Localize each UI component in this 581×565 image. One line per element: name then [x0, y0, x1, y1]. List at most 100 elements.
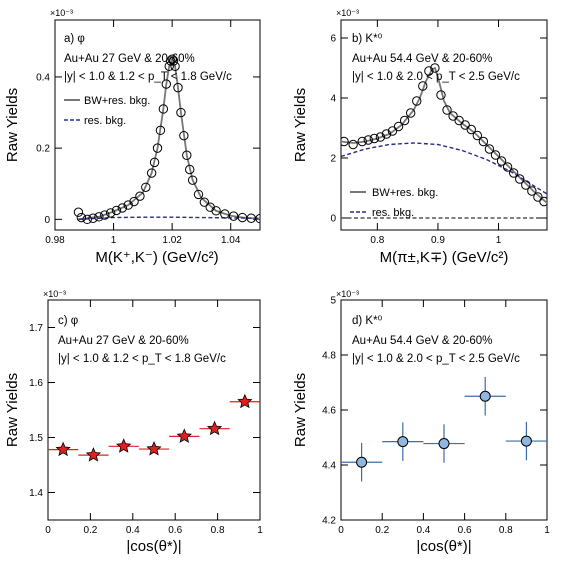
data-point — [527, 186, 537, 196]
data-point — [375, 132, 386, 142]
data-point — [341, 136, 349, 147]
x-tick-label: 1 — [257, 525, 263, 536]
x-tick-label: 0.6 — [458, 525, 472, 536]
panel-a-legend-bkg-label: res. bkg. — [84, 115, 126, 127]
y-tick-label: 0 — [44, 215, 50, 226]
data-point — [76, 212, 87, 223]
data-point — [88, 213, 98, 223]
res-bkg-curve — [78, 216, 260, 221]
data-point — [117, 203, 128, 213]
data-point — [466, 124, 476, 135]
data-point — [381, 129, 392, 139]
data-point — [185, 164, 195, 175]
panel-plot-area — [48, 393, 260, 462]
data-point — [438, 438, 450, 450]
data-point — [199, 197, 210, 207]
panel-b-frame — [340, 19, 548, 231]
bw-fit-curve — [341, 66, 547, 204]
y-tick-label: 1.4 — [29, 488, 43, 499]
data-point — [220, 209, 230, 219]
data-point — [357, 136, 367, 147]
data-point — [502, 162, 513, 172]
data-point — [141, 182, 151, 192]
data-point — [424, 66, 434, 76]
y-tick-label: 0.4 — [36, 72, 50, 83]
data-point — [228, 211, 239, 221]
panel-b-axes: 0.8 0.9 1 0 2 4 6 — [330, 20, 547, 246]
panel-d: 0 0.2 0.4 0.6 0.8 1 4.2 4.4 4.6 4.8 5 ×10⁻³ d) K*⁰… — [292, 289, 550, 555]
data-point — [356, 456, 368, 468]
x-tick-label: 1 — [544, 525, 550, 536]
panel-d-y-title: Raw Yields — [292, 373, 309, 447]
data-point — [412, 96, 422, 106]
data-point — [146, 168, 157, 178]
panel-c-frame — [47, 299, 261, 521]
panel-b-y-title: Raw Yields — [292, 88, 309, 162]
panel-b-legend-bkg-label: res. bkg. — [372, 207, 414, 219]
panel-d-plot — [341, 377, 547, 482]
y-tick-label: 4 — [330, 94, 336, 105]
x-tick-label: 1 — [111, 235, 117, 246]
data-point — [508, 168, 519, 178]
data-point — [255, 213, 260, 224]
data-point — [521, 180, 531, 190]
panel-b-y-exponent: ×10⁻³ — [336, 8, 359, 18]
panel-c-line-2: |y| < 1.0 & 1.2 < p_T < 1.8 GeV/c — [58, 353, 226, 365]
panel-a-plot — [73, 54, 260, 225]
panel-a-axes: 0.98 1 1.02 1.04 0 0.2 0.4 — [36, 20, 260, 246]
panel-c-axes: 0 0.2 0.4 0.6 0.8 1 1.4 1.5 1.6 1.7 — [29, 300, 263, 536]
panel-a-legend-fit-label: BW+res. bkg. — [84, 95, 150, 107]
panel-a-y-title: Raw Yields — [4, 88, 21, 162]
data-point — [100, 210, 110, 220]
y-tick-label: 1.6 — [29, 378, 43, 389]
data-point — [533, 192, 543, 202]
data-point — [116, 438, 132, 453]
data-point — [152, 143, 163, 153]
x-tick-label: 0.2 — [375, 525, 389, 536]
data-point — [484, 144, 495, 154]
data-point — [448, 111, 458, 121]
x-tick-label: 0.6 — [168, 525, 182, 536]
panel-c-label: c) φ — [58, 315, 78, 327]
x-tick-label: 1.04 — [221, 235, 241, 246]
panel-a-y-exponent: ×10⁻³ — [50, 8, 73, 18]
panel-plot-area — [341, 63, 547, 219]
data-point — [168, 56, 179, 66]
y-tick-label: 1.7 — [29, 323, 43, 334]
data-point — [472, 130, 483, 141]
x-tick-label: 0.8 — [370, 235, 384, 246]
panel-d-label: d) K*⁰ — [352, 315, 383, 327]
data-point — [193, 189, 204, 200]
data-point — [478, 136, 489, 147]
data-point — [520, 435, 532, 447]
data-point — [85, 447, 102, 462]
data-point — [539, 196, 547, 207]
panel-c-x-title: |cos(θ*)| — [126, 538, 181, 555]
x-tick-label: 0.2 — [83, 525, 97, 536]
data-point — [155, 125, 166, 136]
data-point — [387, 126, 398, 136]
panel-b-x-title: M(π±,K∓) (GeV/c²) — [380, 249, 509, 266]
data-point — [369, 133, 380, 144]
data-point — [94, 212, 104, 222]
y-tick-label: 1.5 — [29, 433, 43, 444]
x-tick-label: 0.4 — [416, 525, 430, 536]
panel-b-legend-fit-label: BW+res. bkg. — [372, 187, 438, 199]
data-point — [111, 205, 122, 216]
panel-d-y-exponent: ×10⁻³ — [336, 289, 359, 299]
data-point — [73, 207, 84, 217]
y-tick-label: 4.6 — [322, 406, 336, 417]
data-point — [460, 120, 470, 130]
panel-b-line-1: Au+Au 54.4 GeV & 20-60% — [352, 53, 492, 65]
data-point — [515, 174, 525, 184]
data-point — [129, 196, 139, 207]
panel-a-label: a) φ — [64, 33, 85, 45]
data-point — [187, 175, 198, 185]
data-point — [399, 115, 410, 126]
data-point — [105, 208, 116, 218]
panel-d-line-1: Au+Au 54.4 GeV & 20-60% — [352, 335, 492, 347]
data-point — [161, 79, 171, 89]
data-point — [496, 156, 507, 166]
y-tick-label: 4.8 — [322, 351, 336, 362]
